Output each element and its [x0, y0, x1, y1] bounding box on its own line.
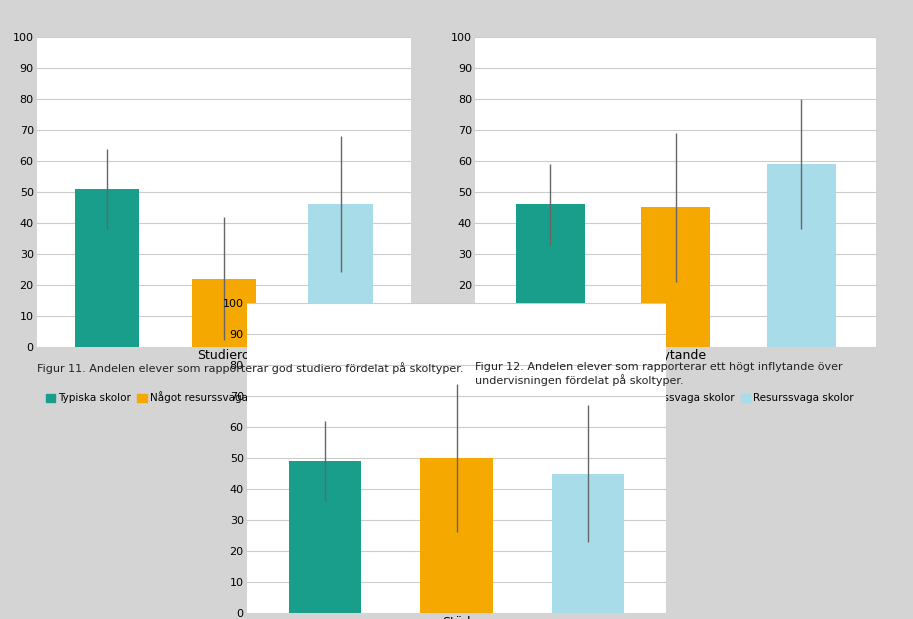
Bar	[75, 189, 139, 347]
Bar	[192, 279, 256, 347]
Bar	[551, 474, 624, 613]
Bar	[309, 204, 373, 347]
Legend: Typiska skolor, Något resurssvaga skolor, Resurssvaga skolor: Typiska skolor, Något resurssvaga skolor…	[46, 391, 402, 404]
Bar	[767, 164, 835, 347]
Text: Figur 11. Andelen elever som rapporterar god studiero fördelat på skoltyper.: Figur 11. Andelen elever som rapporterar…	[37, 362, 463, 374]
Bar	[289, 461, 362, 613]
Bar	[641, 207, 710, 347]
Legend: Typiska skolor, Något resurssvaga skolor, Resurssvaga skolor: Typiska skolor, Något resurssvaga skolor…	[498, 391, 854, 404]
Bar	[420, 458, 493, 613]
Bar	[516, 204, 584, 347]
Text: Figur 12. Andelen elever som rapporterar ett högt inflytande över
undervisningen: Figur 12. Andelen elever som rapporterar…	[475, 362, 843, 386]
